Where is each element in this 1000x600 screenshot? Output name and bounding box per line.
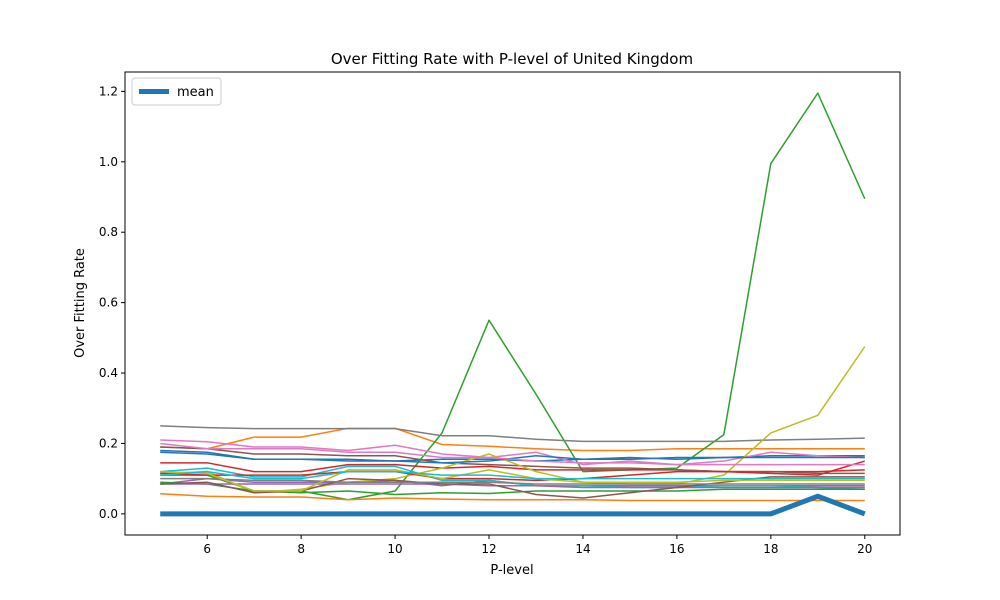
- x-tick-label: 8: [297, 542, 305, 556]
- series-line-6: [160, 446, 865, 475]
- series-line-14: [160, 460, 865, 482]
- y-axis-label: Over Fitting Rate: [73, 248, 88, 358]
- x-tick-label: 14: [575, 542, 590, 556]
- chart-title: Over Fitting Rate with P-level of United…: [331, 50, 693, 68]
- x-axis-ticks: 6 8 10 12 14 16 18 20: [203, 535, 872, 556]
- series-line-15: [160, 483, 865, 489]
- y-tick-label: 0.0: [99, 507, 118, 521]
- series-line-2: [160, 427, 865, 452]
- y-tick-label: 0.6: [99, 296, 118, 310]
- y-tick-label: 1.0: [99, 155, 118, 169]
- series-line-16: [160, 476, 865, 499]
- x-tick-label: 20: [857, 542, 872, 556]
- y-tick-label: 0.8: [99, 225, 118, 239]
- series-lines: [160, 92, 866, 517]
- legend: mean: [131, 77, 222, 106]
- series-line-11: [160, 451, 865, 464]
- y-axis-ticks: 0.0 0.2 0.4 0.6 0.8 1.0 1.2: [99, 84, 125, 521]
- legend-label-mean: mean: [177, 85, 214, 100]
- series-line-mean: [160, 493, 866, 517]
- plot-area: [124, 71, 901, 536]
- x-tick-label: 12: [481, 542, 496, 556]
- axes-frame: [124, 71, 901, 536]
- y-tick-label: 0.4: [99, 366, 118, 380]
- x-tick-label: 10: [387, 542, 402, 556]
- x-tick-label: 18: [763, 542, 778, 556]
- series-line-20: [160, 470, 865, 480]
- x-tick-label: 6: [203, 542, 211, 556]
- x-axis-label: P-level: [490, 563, 533, 578]
- y-tick-label: 0.2: [99, 436, 118, 450]
- series-line-8: [160, 425, 865, 443]
- series-line-7: [160, 439, 865, 466]
- series-line-12: [160, 493, 865, 502]
- legend-box: [131, 77, 222, 106]
- y-tick-label: 1.2: [99, 84, 118, 98]
- series-line-18: [160, 477, 865, 485]
- series-line-19: [160, 469, 865, 492]
- series-line-17: [160, 442, 865, 466]
- x-tick-label: 16: [669, 542, 684, 556]
